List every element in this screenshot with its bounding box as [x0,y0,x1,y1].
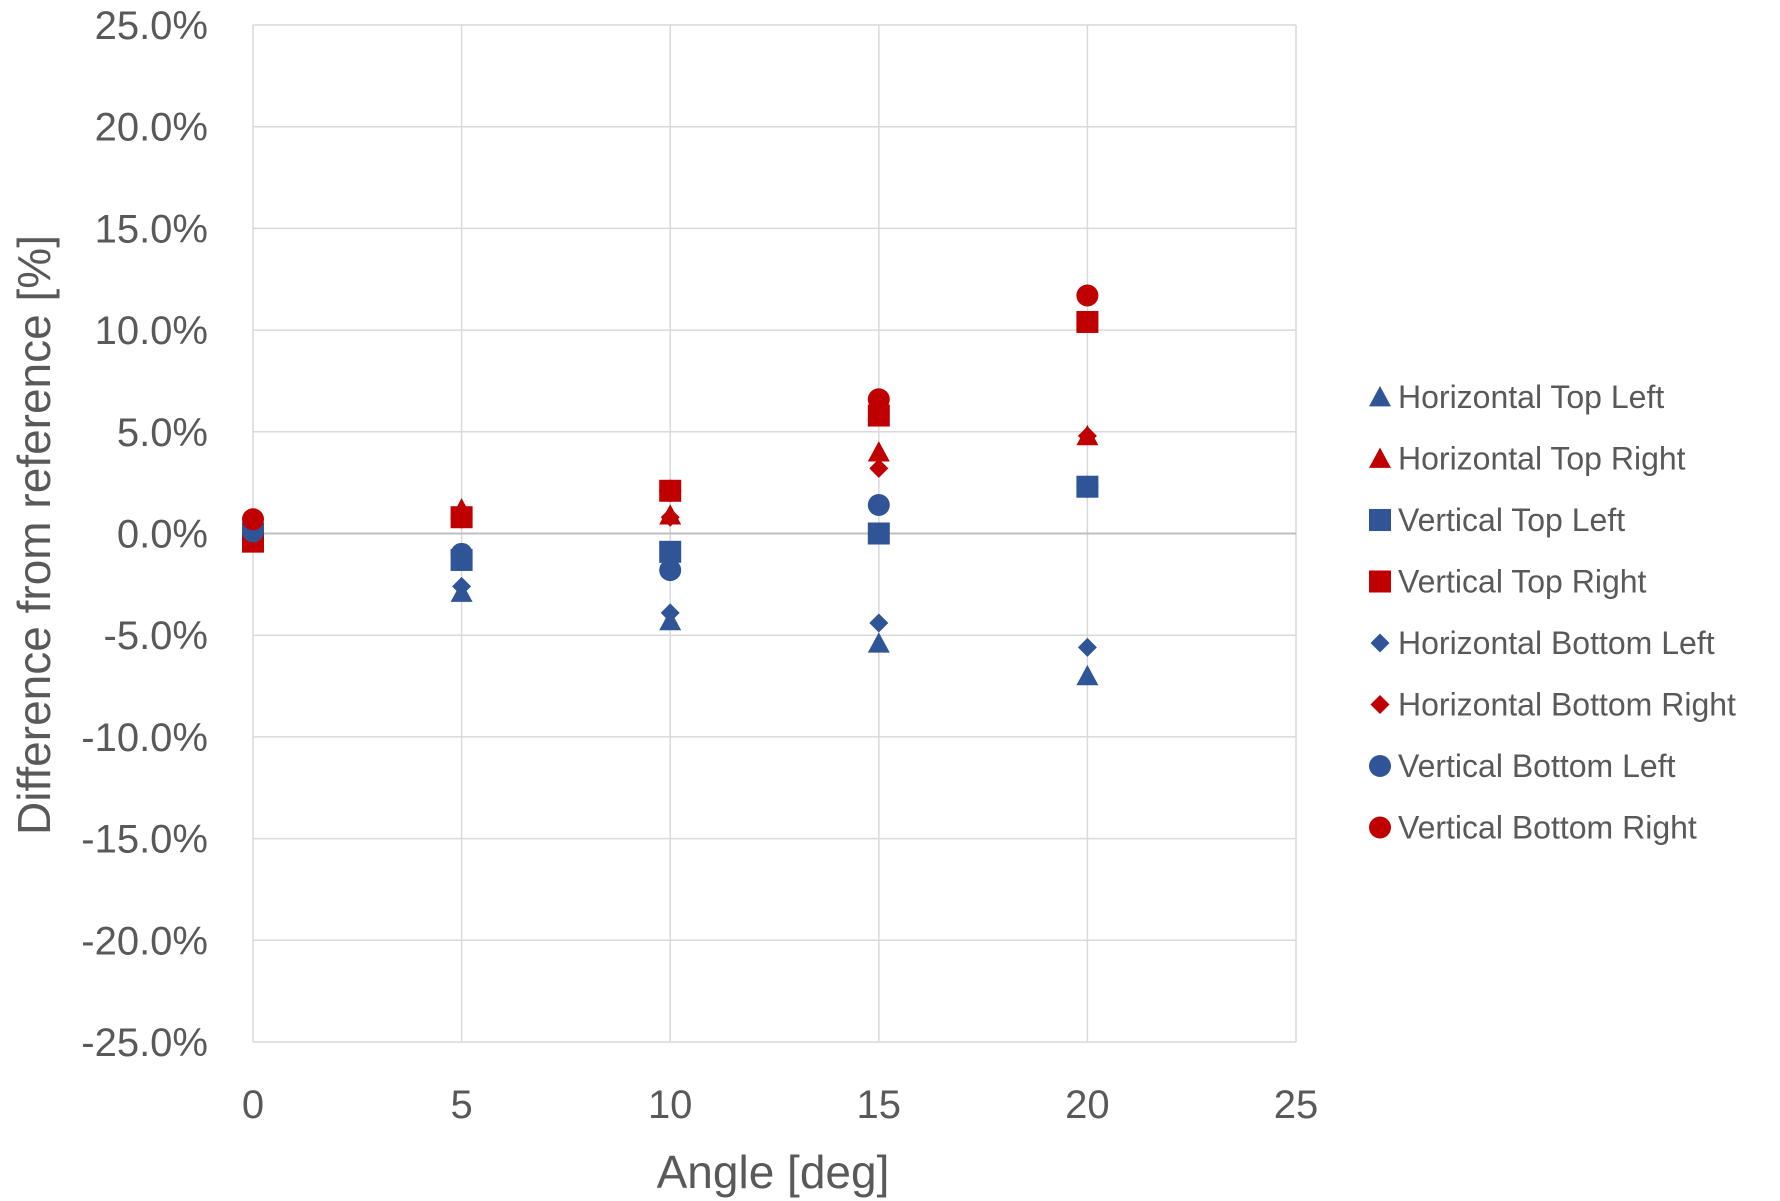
y-tick-label: 20.0% [95,106,208,150]
legend-item: Vertical Top Left [1369,502,1625,538]
legend-marker [1370,633,1390,653]
data-point [452,576,472,596]
data-point [1076,475,1099,498]
gridlines [252,24,1297,1043]
legend-item: Horizontal Top Right [1369,441,1686,477]
legend-marker [1370,695,1390,714]
legend-label: Vertical Top Left [1398,502,1625,538]
x-tick-label: 0 [242,1083,264,1127]
x-tick-label: 10 [648,1083,693,1127]
x-tick-label: 20 [1065,1083,1110,1127]
data-point [867,388,890,411]
data-point [1076,284,1099,307]
data-point [1077,637,1097,657]
y-axis-tick-labels: -25.0% -20.0% -15.0% -10.0% -5.0% 0.0% 5.0% 10.… [81,4,208,1065]
legend-label: Horizontal Top Left [1398,379,1664,415]
legend-label: Horizontal Top Right [1398,441,1686,477]
x-tick-label: 15 [857,1083,902,1127]
legend-item: Horizontal Bottom Right [1370,687,1736,723]
legend-item: Horizontal Bottom Left [1370,625,1715,661]
data-point [1076,310,1099,333]
legend-label: Horizontal Bottom Right [1398,687,1736,723]
data-point [450,506,473,529]
data-point [659,559,682,582]
legend-marker [1369,755,1391,777]
data-point [867,441,890,462]
series-vertical-bottom-right [242,284,1099,531]
legend-label: Vertical Bottom Left [1398,748,1676,784]
data-point [867,404,890,427]
data-point [867,494,890,517]
data-point [869,613,889,633]
x-tick-label: 25 [1274,1083,1319,1127]
data-point [659,540,682,563]
legend: Horizontal Top Left Horizontal Top Right V… [1369,379,1736,846]
y-tick-label: -15.0% [81,818,208,862]
y-tick-label: 10.0% [95,309,208,353]
y-tick-label: -5.0% [104,614,209,658]
data-point [660,603,680,623]
legend-label: Vertical Top Right [1398,564,1647,600]
y-tick-label: 15.0% [95,207,208,251]
y-tick-label: -20.0% [81,919,208,963]
y-tick-label: 25.0% [95,4,208,48]
x-axis-title: Angle [deg] [657,1146,890,1198]
y-tick-label: -10.0% [81,716,208,760]
legend-marker [1369,816,1391,839]
data-point [1077,426,1097,446]
y-axis-title: Difference from reference [%] [8,235,60,835]
data-point [660,507,680,527]
legend-label: Horizontal Bottom Left [1398,625,1715,661]
legend-item: Vertical Bottom Right [1369,810,1697,846]
legend-marker [1369,386,1391,407]
data-point [450,542,473,565]
data-point [659,479,682,502]
data-point [867,522,890,545]
legend-item: Horizontal Top Left [1369,379,1664,415]
data-point [1076,664,1099,686]
legend-item: Vertical Bottom Left [1369,748,1676,784]
data-point [242,508,264,531]
legend-item: Vertical Top Right [1369,564,1647,600]
data-points [242,284,1099,686]
legend-label: Vertical Bottom Right [1398,810,1697,846]
data-point [869,458,889,478]
x-tick-label: 5 [450,1083,472,1127]
legend-marker [1369,509,1391,531]
y-tick-label: 5.0% [117,411,208,455]
y-tick-label: 0.0% [117,513,208,557]
legend-marker [1369,570,1391,593]
data-point [867,632,890,653]
legend-marker [1369,447,1391,468]
x-axis-tick-labels: 0 5 10 15 20 25 [242,1083,1318,1127]
y-tick-label: -25.0% [81,1021,208,1065]
